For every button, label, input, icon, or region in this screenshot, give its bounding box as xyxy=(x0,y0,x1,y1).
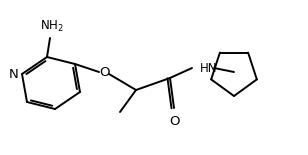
Text: N: N xyxy=(9,69,19,82)
Text: NH$_2$: NH$_2$ xyxy=(40,19,64,34)
Text: HN: HN xyxy=(200,62,217,75)
Text: O: O xyxy=(99,66,109,78)
Text: O: O xyxy=(170,115,180,128)
